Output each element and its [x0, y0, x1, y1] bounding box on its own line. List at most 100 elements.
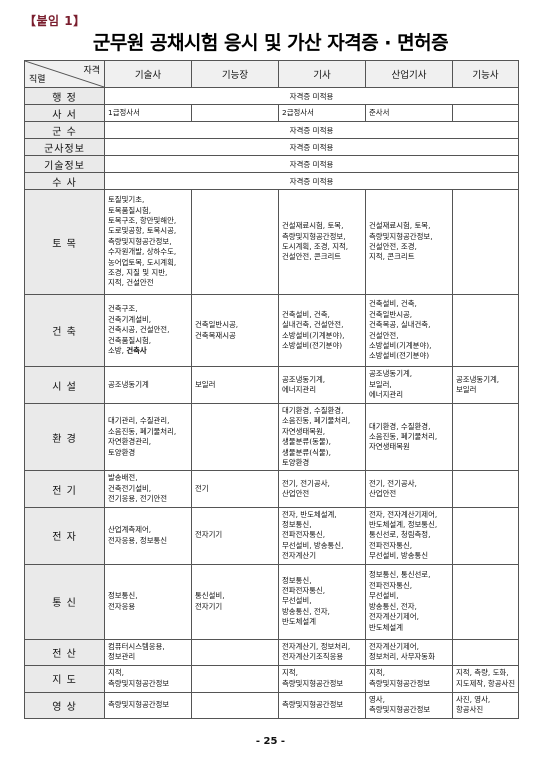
certificate-text: 지도제작, 항공사진: [456, 678, 516, 688]
table-row: 전 산 컴퓨터시스템응용, 정보관리 전자계산기, 정보처리, 전자계산기조직응용 전자계…: [24, 638, 519, 666]
certificate-cell: 전자계산기, 정보처리, 전자계산기조직응용: [278, 638, 366, 666]
certificate-text: 측량및지형공간정보,: [282, 231, 346, 241]
job-series-cell: 통 신: [24, 563, 105, 640]
job-series-cell: 기술정보: [24, 155, 105, 173]
not-applicable-cell: 자격증 미적용: [104, 155, 519, 173]
certificate-cell: 공조냉동기계: [104, 366, 192, 404]
certificate-cell: [191, 638, 279, 666]
corner-header: 자격 직렬: [24, 60, 105, 88]
certificate-text: 건축시공, 건설안전,: [108, 325, 170, 335]
certificate-text: 공조냉동기계,: [369, 369, 413, 379]
table-row: 영 상 측량및지형공간정보 측량및지형공간정보 영사, 측량및지형공간정보 사진, 영사,…: [24, 691, 519, 719]
certificate-text: 전자계산기, 정보처리,: [282, 641, 351, 651]
certificate-text: 2급정사서: [282, 107, 314, 117]
certificate-cell: [452, 189, 519, 295]
certificate-cell: 지적, 측량, 도화, 지도제작, 항공사진: [452, 664, 519, 693]
attachment-tag: 【붙임 1】: [24, 14, 86, 28]
certificate-text: 소음진동, 폐기물처리,: [282, 416, 351, 426]
certificate-text: 에너지관리: [369, 390, 403, 400]
certificate-cell: [191, 104, 279, 122]
certificate-text: 무선설비,: [282, 596, 312, 606]
certificate-cell: 지적, 측량및지형공간정보: [104, 664, 192, 693]
certificate-cell: 전자, 반도체설계, 정보통신, 전파전자통신, 무선설비, 방송통신, 전자계산기: [278, 506, 366, 565]
certificate-cell: 대기환경, 수질환경, 소음진동, 폐기물처리, 자연생태복원, 생물분류(동물), 생…: [278, 402, 366, 472]
certificate-text: 건설재료시험, 토목,: [369, 221, 431, 231]
certificate-text: 수자원개발, 상하수도,: [108, 247, 177, 257]
certificate-cell: 정보통신, 전자응용: [104, 563, 192, 640]
certificate-cell: 전기, 전기공사, 산업안전: [365, 470, 453, 508]
certificate-cell: 지적, 측량및지형공간정보: [365, 664, 453, 693]
not-applicable-cell: 자격증 미적용: [104, 87, 519, 105]
certificate-cell: 발송배전, 건축전기설비, 전기응용, 전기안전: [104, 470, 192, 508]
certificate-text: 전기: [195, 483, 209, 493]
certificate-cell: 전자, 전자계산기제어, 반도체설계, 정보통신, 통신선로, 청림측정, 전파전자통…: [365, 506, 453, 565]
table-row: 시 설 공조냉동기계 보일러 공조냉동기계, 에너지관리 공조냉동기계, 보일러, 에너지관리…: [24, 366, 519, 404]
certificate-text: 전자기기: [195, 601, 223, 611]
certificate-text: 산업안전: [369, 489, 397, 499]
certificate-cell: 공조냉동기계, 보일러, 에너지관리: [365, 366, 453, 404]
certificate-text: 지적, 건설안전: [108, 278, 154, 288]
job-series-cell: 시 설: [24, 366, 105, 404]
page-title: 군무원 공채시험 응시 및 가산 자격증 · 면허증: [92, 32, 449, 54]
certificate-cell: 공조냉동기계, 에너지관리: [278, 366, 366, 404]
table-row: 건 축 건축구조, 건축기계설비, 건축시공, 건설안전, 건축품질시험, 소방, 건축사…: [24, 294, 519, 367]
certificate-cell: [452, 402, 519, 472]
certificate-text: 컴퓨터시스템응용,: [108, 641, 165, 651]
certificate-cell: 공조냉동기계, 보일러: [452, 366, 519, 404]
certificate-cell: 1급정사서: [104, 104, 192, 122]
certificate-text: 반도체설계, 정보통신,: [369, 520, 438, 530]
table-row: 전 기 발송배전, 건축전기설비, 전기응용, 전기안전 전기 전기, 전기공사, 산업안전…: [24, 470, 519, 508]
table-row: 기술정보 자격증 미적용: [24, 155, 519, 173]
certificate-text: 지적,: [108, 668, 124, 678]
table-row: 사 서 1급정사서 2급정사서 준사서: [24, 104, 519, 122]
certificate-text: 전자, 반도체설계,: [282, 509, 337, 519]
certificate-cell: 통신설비, 전자기기: [191, 563, 279, 640]
job-series-cell: 토 목: [24, 189, 105, 295]
certificate-text: 건축목재시공: [195, 330, 236, 340]
certificate-text: 공조냉동기계: [108, 379, 149, 389]
certificate-text: 보일러: [195, 379, 216, 389]
certificate-cell: 측량및지형공간정보: [104, 691, 192, 719]
job-series-cell: 전 기: [24, 470, 105, 508]
certificate-cell: [452, 294, 519, 367]
certificate-text: 방송통신, 전자,: [282, 606, 330, 616]
certificate-cell: [452, 506, 519, 565]
certificate-text: 전기응용, 전기안전: [108, 494, 168, 504]
not-applicable-cell: 자격증 미적용: [104, 138, 519, 156]
job-series-cell: 사 서: [24, 104, 105, 122]
column-header: 기사: [278, 60, 366, 88]
certificate-cell: 정보통신, 전파전자통신, 무선설비, 방송통신, 전자, 반도체설계: [278, 563, 366, 640]
certificate-cell: [452, 470, 519, 508]
certificate-text: 산업계측제어,: [108, 525, 152, 535]
certificate-text: 반도체설계: [282, 617, 316, 627]
job-series-cell: 전 자: [24, 506, 105, 565]
certificate-text: 건설재료시험, 토목,: [282, 221, 344, 231]
certificate-text: 측량및지형공간정보: [369, 705, 431, 715]
certificate-text: 전기, 전기공사,: [282, 478, 330, 488]
certificate-cell: 영사, 측량및지형공간정보: [365, 691, 453, 719]
certificate-text: 전자응용, 정보통신: [108, 535, 168, 545]
column-header: 산업기사: [365, 60, 453, 88]
certificate-cell: 준사서: [365, 104, 453, 122]
certificate-text: 반도체설계: [369, 622, 403, 632]
certificate-text: 준사서: [369, 107, 390, 117]
certificate-cell: 대기환경, 수질환경, 소음진동, 폐기물처리, 자연생태복원: [365, 402, 453, 472]
certificate-text: 토질및기초,: [108, 195, 145, 205]
column-header: 기술사: [104, 60, 192, 88]
job-series-cell: 수 사: [24, 172, 105, 190]
certificate-text: 측량및지형공간정보: [282, 699, 344, 709]
certificate-text: 측량및지형공간정보: [369, 678, 431, 688]
certificate-text: 공조냉동기계,: [456, 374, 500, 384]
certificate-text: 조경, 지질 및 지반,: [108, 268, 168, 278]
not-applicable-cell: 자격증 미적용: [104, 121, 519, 139]
certificate-text: 도로및공항, 토목시공,: [108, 226, 177, 236]
job-series-cell: 행 정: [24, 87, 105, 105]
certificate-text: 측량및지형공간정보: [108, 678, 170, 688]
table-row: 토 목 토질및기초, 토목품질시험, 토목구조, 항만및해안, 도로및공항, 토목시공,…: [24, 189, 519, 295]
certificate-text: 대기관리, 수질관리,: [108, 416, 170, 426]
certificate-text: 통신선로, 청림측정,: [369, 530, 431, 540]
certificate-text: 측량및지형공간정보: [282, 678, 344, 688]
certificate-cell: 건축구조, 건축기계설비, 건축시공, 건설안전, 건축품질시험, 소방, 건축사: [104, 294, 192, 367]
certificate-text: 전파전자통신,: [369, 540, 413, 550]
certificate-text: 도시계획, 조경, 지적,: [282, 242, 349, 251]
